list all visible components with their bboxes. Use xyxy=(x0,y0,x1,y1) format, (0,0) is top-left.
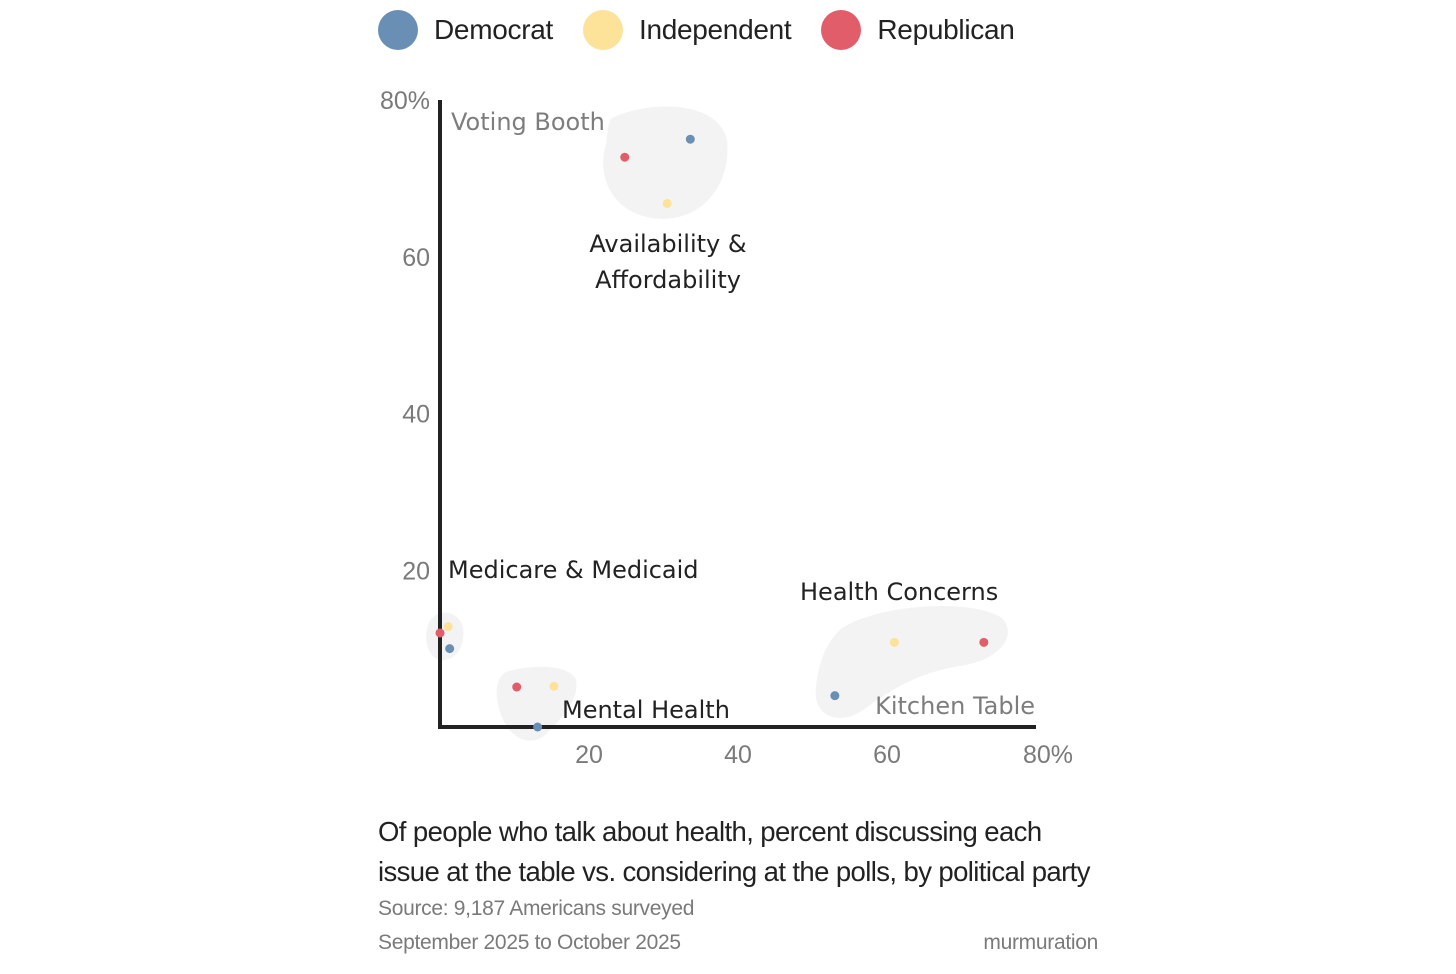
data-point-independent xyxy=(889,637,899,647)
cluster-backgrounds xyxy=(426,106,1008,741)
y-tick-label: 60 xyxy=(402,244,430,272)
source-line-2: September 2025 to October 2025 xyxy=(378,931,681,954)
data-point-republican xyxy=(512,682,522,692)
legend: Democrat Independent Republican xyxy=(378,8,1045,52)
y-axis-label: Voting Booth xyxy=(451,108,605,136)
x-tick-label: 20 xyxy=(575,741,603,769)
chart-title: Of people who talk about health, percent… xyxy=(378,816,1090,887)
data-point-independent xyxy=(549,681,559,691)
cluster-background xyxy=(815,605,1008,718)
y-tick-label: 20 xyxy=(402,557,430,585)
x-tick-label: 80% xyxy=(1023,741,1073,769)
legend-swatch xyxy=(821,10,862,50)
axis-ticks: 20 40 60 80% 20 40 60 80% xyxy=(380,87,1073,769)
cluster-label: Mental Health xyxy=(562,696,730,724)
data-point-republican xyxy=(620,152,630,162)
data-points xyxy=(435,134,989,732)
cluster-background xyxy=(603,106,728,219)
data-point-democrat xyxy=(533,722,543,732)
x-tick-label: 40 xyxy=(724,741,752,769)
data-point-independent xyxy=(443,622,453,632)
brand-name: murmuration xyxy=(983,931,1098,954)
y-tick-label: 80% xyxy=(380,87,430,115)
data-point-republican xyxy=(435,628,445,638)
source-row: September 2025 to October 2025 murmurati… xyxy=(378,926,1098,960)
source-line-1: Source: 9,187 Americans surveyed xyxy=(378,897,695,920)
y-tick-label: 40 xyxy=(402,401,430,429)
legend-item-democrat: Democrat xyxy=(378,10,553,50)
cluster-label: Medicare & Medicaid xyxy=(448,556,699,584)
data-point-independent xyxy=(662,198,672,208)
data-point-democrat xyxy=(685,134,695,144)
legend-label: Republican xyxy=(877,14,1015,45)
legend-item-independent: Independent xyxy=(582,10,792,50)
data-point-democrat xyxy=(445,644,455,654)
legend-swatch xyxy=(378,10,418,50)
data-point-democrat xyxy=(830,691,840,701)
cluster-background xyxy=(426,612,464,661)
x-axis-label: Kitchen Table xyxy=(875,692,1035,720)
data-point-republican xyxy=(979,637,989,647)
legend-item-republican: Republican xyxy=(821,10,1015,50)
cluster-label: Availability & Affordability xyxy=(589,230,746,294)
cluster-label: Health Concerns xyxy=(800,578,998,606)
legend-swatch xyxy=(582,10,623,50)
legend-label: Independent xyxy=(638,14,792,45)
cluster-labels: Availability & Affordability Medicare & Me… xyxy=(448,230,998,724)
caption: Of people who talk about health, percent… xyxy=(378,812,1098,960)
x-tick-label: 60 xyxy=(873,741,901,769)
scatter-chart: 20 40 60 80% 20 40 60 80% Voting Booth Kitchen … xyxy=(380,87,1073,769)
legend-label: Democrat xyxy=(434,14,553,45)
